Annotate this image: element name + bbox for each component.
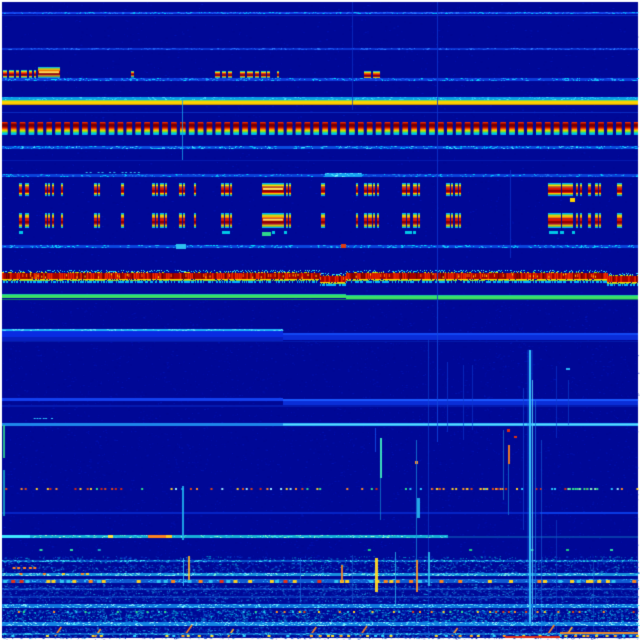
spectrogram-image (0, 0, 640, 640)
spectrogram-canvas (0, 0, 640, 640)
